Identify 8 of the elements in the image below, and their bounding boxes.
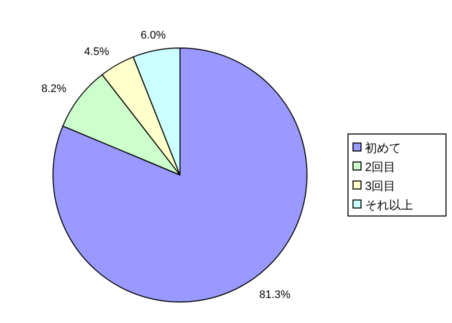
data-label: 6.0% xyxy=(140,30,166,42)
legend-label: それ以上 xyxy=(365,198,413,212)
data-label: 4.5% xyxy=(84,46,110,58)
data-label: 81.3% xyxy=(259,289,291,302)
data-label: 8.2% xyxy=(41,83,67,96)
legend-label: 初めて xyxy=(365,141,401,155)
legend-label: 2回目 xyxy=(365,160,396,174)
legend-label: 3回目 xyxy=(365,179,396,193)
